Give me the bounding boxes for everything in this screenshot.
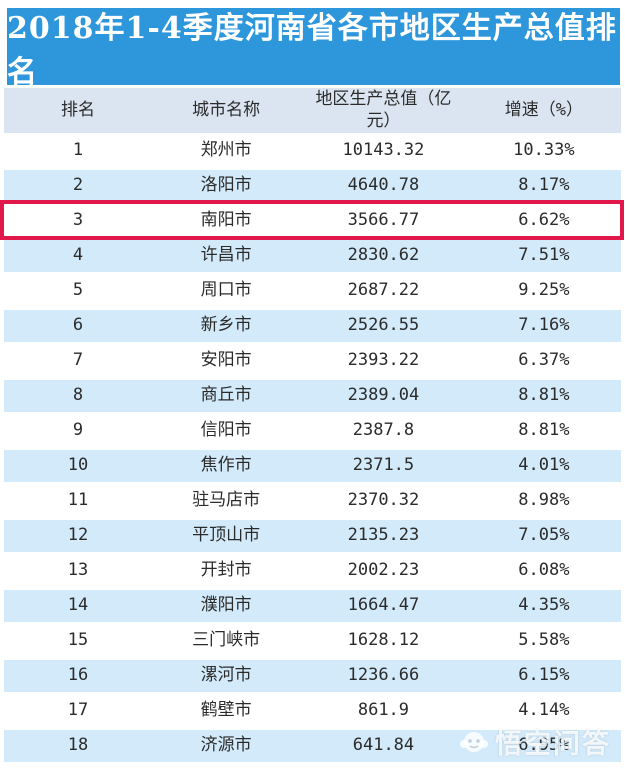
cell-rank: 11 bbox=[67, 490, 89, 511]
header-gdp: 地区生产总值（亿元） bbox=[315, 89, 452, 131]
table-row: 12 平顶山市 2135.23 7.05% bbox=[4, 520, 621, 552]
cell-growth: 7.05% bbox=[518, 525, 570, 546]
table-row: 9 信阳市 2387.8 8.81% bbox=[4, 415, 621, 447]
cell-growth: 8.98% bbox=[518, 490, 570, 511]
cell-gdp: 2393.22 bbox=[347, 350, 420, 371]
cell-rank: 5 bbox=[72, 280, 84, 301]
cell-rank: 3 bbox=[72, 210, 84, 231]
cell-rank: 16 bbox=[67, 665, 89, 686]
cell-city: 濮阳市 bbox=[200, 595, 252, 616]
cell-rank: 9 bbox=[72, 420, 84, 441]
ranking-table: 排名 城市名称 地区生产总值（亿元） 增速（%） 1 郑州市 10143.32 10.… bbox=[0, 88, 625, 762]
table-row: 7 安阳市 2393.22 6.37% bbox=[4, 345, 621, 377]
cell-growth: 6.08% bbox=[518, 560, 570, 581]
header-rank: 排名 bbox=[61, 99, 96, 120]
cell-gdp: 1664.47 bbox=[347, 595, 420, 616]
cell-growth: 6.37% bbox=[518, 350, 570, 371]
page-title: 2018年1-4季度河南省各市地区生产总值排名 bbox=[7, 8, 620, 90]
cell-growth: 10.33% bbox=[513, 140, 575, 161]
cell-city: 济源市 bbox=[200, 735, 252, 756]
cell-city: 三门峡市 bbox=[192, 630, 261, 651]
cell-growth: 5.58% bbox=[518, 630, 570, 651]
cell-growth: 4.14% bbox=[518, 700, 570, 721]
cell-city: 郑州市 bbox=[200, 140, 252, 161]
table-row: 13 开封市 2002.23 6.08% bbox=[4, 555, 621, 587]
cell-gdp: 10143.32 bbox=[342, 140, 425, 161]
cell-city: 漯河市 bbox=[200, 665, 252, 686]
table-row: 5 周口市 2687.22 9.25% bbox=[4, 275, 621, 307]
cell-rank: 15 bbox=[67, 630, 89, 651]
table-row: 17 鹤壁市 861.9 4.14% bbox=[4, 695, 621, 727]
cell-city: 商丘市 bbox=[200, 385, 252, 406]
cell-city: 开封市 bbox=[200, 560, 252, 581]
cell-gdp: 2687.22 bbox=[347, 280, 420, 301]
cell-gdp: 2387.8 bbox=[352, 420, 415, 441]
cell-growth: 8.81% bbox=[518, 420, 570, 441]
cell-growth: 6.95% bbox=[518, 735, 570, 756]
cell-gdp: 2135.23 bbox=[347, 525, 420, 546]
table-row: 4 许昌市 2830.62 7.51% bbox=[4, 240, 621, 272]
cell-gdp: 2526.55 bbox=[347, 315, 420, 336]
cell-gdp: 861.9 bbox=[357, 700, 410, 721]
cell-rank: 4 bbox=[72, 245, 84, 266]
cell-city: 许昌市 bbox=[200, 245, 252, 266]
cell-gdp: 2371.5 bbox=[352, 455, 415, 476]
cell-growth: 7.51% bbox=[518, 245, 570, 266]
cell-gdp: 641.84 bbox=[352, 735, 415, 756]
cell-city: 驻马店市 bbox=[192, 490, 261, 511]
cell-rank: 6 bbox=[72, 315, 84, 336]
table-header-row: 排名 城市名称 地区生产总值（亿元） 增速（%） bbox=[4, 88, 621, 133]
cell-city: 周口市 bbox=[200, 280, 252, 301]
table-row: 16 漯河市 1236.66 6.15% bbox=[4, 660, 621, 692]
cell-rank: 1 bbox=[72, 140, 84, 161]
table-row: 3 南阳市 3566.77 6.62% bbox=[0, 200, 624, 240]
table-row: 10 焦作市 2371.5 4.01% bbox=[4, 450, 621, 482]
header-growth: 增速（%） bbox=[504, 99, 583, 120]
cell-city: 鹤壁市 bbox=[200, 700, 252, 721]
cell-gdp: 1236.66 bbox=[347, 665, 420, 686]
cell-city: 洛阳市 bbox=[200, 175, 252, 196]
cell-gdp: 2389.04 bbox=[347, 385, 420, 406]
cell-rank: 8 bbox=[72, 385, 84, 406]
cell-gdp: 3566.77 bbox=[347, 210, 420, 231]
cell-growth: 4.01% bbox=[518, 455, 570, 476]
cell-growth: 9.25% bbox=[518, 280, 570, 301]
table-row: 8 商丘市 2389.04 8.81% bbox=[4, 380, 621, 412]
cell-city: 焦作市 bbox=[200, 455, 252, 476]
cell-growth: 8.17% bbox=[518, 175, 570, 196]
cell-gdp: 1628.12 bbox=[347, 630, 420, 651]
table-body: 1 郑州市 10143.32 10.33% 2 洛阳市 4640.78 8.17% 3 南阳市 35… bbox=[0, 135, 624, 762]
cell-rank: 13 bbox=[67, 560, 89, 581]
cell-rank: 18 bbox=[67, 735, 89, 756]
table-row: 1 郑州市 10143.32 10.33% bbox=[4, 135, 621, 167]
cell-city: 安阳市 bbox=[200, 350, 252, 371]
cell-gdp: 2830.62 bbox=[347, 245, 420, 266]
cell-rank: 10 bbox=[67, 455, 89, 476]
table-row: 2 洛阳市 4640.78 8.17% bbox=[4, 170, 621, 202]
table-row: 15 三门峡市 1628.12 5.58% bbox=[4, 625, 621, 657]
cell-rank: 14 bbox=[67, 595, 89, 616]
cell-gdp: 4640.78 bbox=[347, 175, 420, 196]
cell-growth: 4.35% bbox=[518, 595, 570, 616]
cell-growth: 6.15% bbox=[518, 665, 570, 686]
header-city: 城市名称 bbox=[192, 99, 261, 120]
table-row: 14 濮阳市 1664.47 4.35% bbox=[4, 590, 621, 622]
cell-city: 平顶山市 bbox=[192, 525, 261, 546]
cell-gdp: 2002.23 bbox=[347, 560, 420, 581]
table-row: 11 驻马店市 2370.32 8.98% bbox=[4, 485, 621, 517]
cell-city: 信阳市 bbox=[200, 420, 252, 441]
cell-rank: 2 bbox=[72, 175, 84, 196]
cell-growth: 8.81% bbox=[518, 385, 570, 406]
cell-rank: 7 bbox=[72, 350, 84, 371]
cell-city: 南阳市 bbox=[200, 210, 252, 231]
cell-city: 新乡市 bbox=[200, 315, 252, 336]
cell-growth: 6.62% bbox=[518, 210, 570, 231]
cell-growth: 7.16% bbox=[518, 315, 570, 336]
cell-gdp: 2370.32 bbox=[347, 490, 420, 511]
table-row: 18 济源市 641.84 6.95% bbox=[4, 730, 621, 762]
cell-rank: 12 bbox=[67, 525, 89, 546]
cell-rank: 17 bbox=[67, 700, 89, 721]
table-row: 6 新乡市 2526.55 7.16% bbox=[4, 310, 621, 342]
